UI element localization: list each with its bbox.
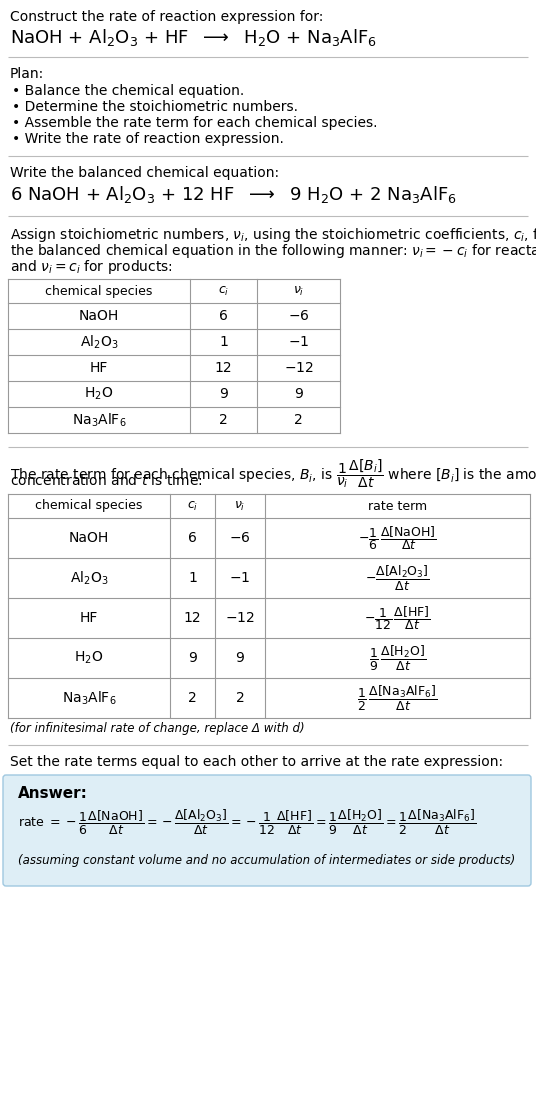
- Text: Plan:: Plan:: [10, 67, 44, 81]
- Text: $\dfrac{1}{2}\,\dfrac{\Delta[\mathrm{Na_3AlF_6}]}{\Delta t}$: $\dfrac{1}{2}\,\dfrac{\Delta[\mathrm{Na_…: [358, 684, 437, 712]
- Text: Na$_3$AlF$_6$: Na$_3$AlF$_6$: [72, 411, 126, 429]
- Text: 9: 9: [294, 387, 303, 401]
- Text: Construct the rate of reaction expression for:: Construct the rate of reaction expressio…: [10, 10, 323, 24]
- Text: 1: 1: [219, 335, 228, 349]
- Text: 1: 1: [188, 571, 197, 585]
- Text: H$_2$O: H$_2$O: [75, 650, 103, 666]
- Text: $-\dfrac{1}{12}\,\dfrac{\Delta[\mathrm{HF}]}{\Delta t}$: $-\dfrac{1}{12}\,\dfrac{\Delta[\mathrm{H…: [364, 604, 431, 632]
- Text: $-6$: $-6$: [288, 309, 309, 323]
- FancyBboxPatch shape: [3, 775, 531, 886]
- Text: the balanced chemical equation in the following manner: $\nu_i = -c_i$ for react: the balanced chemical equation in the fo…: [10, 242, 536, 260]
- Text: $c_i$: $c_i$: [218, 284, 229, 298]
- Text: 2: 2: [188, 691, 197, 705]
- Text: • Write the rate of reaction expression.: • Write the rate of reaction expression.: [12, 132, 284, 146]
- Text: chemical species: chemical species: [35, 500, 143, 512]
- Text: $-\dfrac{1}{6}\,\dfrac{\Delta[\mathrm{NaOH}]}{\Delta t}$: $-\dfrac{1}{6}\,\dfrac{\Delta[\mathrm{Na…: [358, 524, 437, 552]
- Text: $\nu_i$: $\nu_i$: [234, 500, 245, 513]
- Text: Answer:: Answer:: [18, 785, 88, 801]
- Text: $-6$: $-6$: [229, 531, 251, 545]
- Text: NaOH + Al$_2$O$_3$ + HF  $\longrightarrow$  H$_2$O + Na$_3$AlF$_6$: NaOH + Al$_2$O$_3$ + HF $\longrightarrow…: [10, 27, 377, 48]
- Text: 2: 2: [236, 691, 244, 705]
- Text: $-12$: $-12$: [284, 361, 314, 375]
- Text: HF: HF: [90, 361, 108, 375]
- Text: 9: 9: [235, 651, 244, 665]
- Text: 6 NaOH + Al$_2$O$_3$ + 12 HF  $\longrightarrow$  9 H$_2$O + 2 Na$_3$AlF$_6$: 6 NaOH + Al$_2$O$_3$ + 12 HF $\longright…: [10, 184, 457, 205]
- Text: • Balance the chemical equation.: • Balance the chemical equation.: [12, 84, 244, 98]
- Text: (assuming constant volume and no accumulation of intermediates or side products): (assuming constant volume and no accumul…: [18, 854, 515, 868]
- Text: HF: HF: [80, 612, 98, 625]
- Text: 9: 9: [188, 651, 197, 665]
- Text: 2: 2: [219, 414, 228, 427]
- Text: NaOH: NaOH: [79, 309, 119, 323]
- Text: $-1$: $-1$: [229, 571, 251, 585]
- Text: 2: 2: [294, 414, 303, 427]
- Text: $-\dfrac{\Delta[\mathrm{Al_2O_3}]}{\Delta t}$: $-\dfrac{\Delta[\mathrm{Al_2O_3}]}{\Delt…: [365, 563, 430, 593]
- Text: rate $= -\dfrac{1}{6}\dfrac{\Delta[\mathrm{NaOH}]}{\Delta t} = -\dfrac{\Delta[\m: rate $= -\dfrac{1}{6}\dfrac{\Delta[\math…: [18, 808, 477, 837]
- Text: $\dfrac{1}{9}\,\dfrac{\Delta[\mathrm{H_2O}]}{\Delta t}$: $\dfrac{1}{9}\,\dfrac{\Delta[\mathrm{H_2…: [369, 643, 426, 673]
- Text: Al$_2$O$_3$: Al$_2$O$_3$: [80, 334, 118, 351]
- Text: Al$_2$O$_3$: Al$_2$O$_3$: [70, 569, 108, 586]
- Text: 6: 6: [219, 309, 228, 323]
- Text: 9: 9: [219, 387, 228, 401]
- Text: • Determine the stoichiometric numbers.: • Determine the stoichiometric numbers.: [12, 100, 298, 114]
- Text: The rate term for each chemical species, $B_i$, is $\dfrac{1}{\nu_i}\dfrac{\Delt: The rate term for each chemical species,…: [10, 457, 536, 490]
- Text: rate term: rate term: [368, 500, 427, 512]
- Text: (for infinitesimal rate of change, replace Δ with d): (for infinitesimal rate of change, repla…: [10, 722, 304, 735]
- Text: NaOH: NaOH: [69, 531, 109, 545]
- Text: H$_2$O: H$_2$O: [84, 386, 114, 403]
- Text: $c_i$: $c_i$: [187, 500, 198, 513]
- Text: 12: 12: [215, 361, 232, 375]
- Text: Na$_3$AlF$_6$: Na$_3$AlF$_6$: [62, 689, 116, 707]
- Text: Assign stoichiometric numbers, $\nu_i$, using the stoichiometric coefficients, $: Assign stoichiometric numbers, $\nu_i$, …: [10, 226, 536, 244]
- Text: $\nu_i$: $\nu_i$: [293, 284, 304, 298]
- Text: • Assemble the rate term for each chemical species.: • Assemble the rate term for each chemic…: [12, 116, 377, 130]
- Text: 12: 12: [184, 612, 202, 625]
- Text: concentration and $t$ is time:: concentration and $t$ is time:: [10, 473, 203, 488]
- Text: chemical species: chemical species: [46, 284, 153, 298]
- Text: and $\nu_i = c_i$ for products:: and $\nu_i = c_i$ for products:: [10, 258, 173, 276]
- Text: Write the balanced chemical equation:: Write the balanced chemical equation:: [10, 166, 279, 181]
- Text: $-12$: $-12$: [225, 612, 255, 625]
- Text: 6: 6: [188, 531, 197, 545]
- Text: Set the rate terms equal to each other to arrive at the rate expression:: Set the rate terms equal to each other t…: [10, 755, 503, 769]
- Text: $-1$: $-1$: [288, 335, 309, 349]
